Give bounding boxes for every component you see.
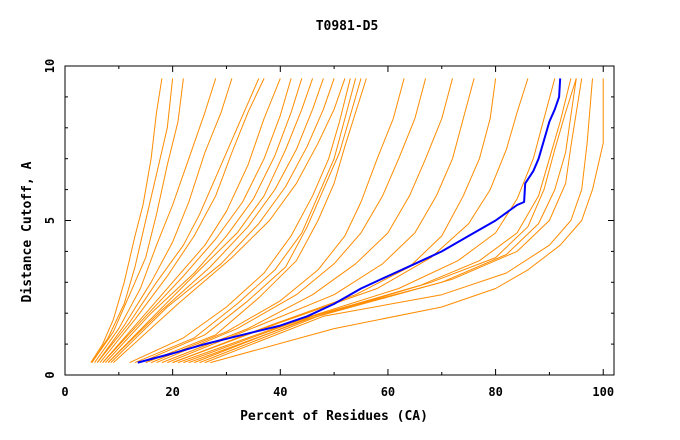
chart-title: T0981-D5 (316, 19, 379, 34)
x-tick-label-40: 40 (273, 385, 287, 399)
x-tick-label-80: 80 (488, 385, 502, 399)
y-tick-label-0: 0 (43, 371, 57, 378)
curve-12 (107, 78, 324, 363)
curve-16 (134, 78, 357, 364)
curve-13 (110, 78, 335, 363)
curve-28 (194, 78, 577, 364)
curve-5 (96, 78, 233, 363)
curve-8 (102, 78, 281, 363)
curve-18 (145, 78, 367, 364)
curve-4 (94, 78, 217, 363)
x-axis-label: Percent of Residues (CA) (240, 409, 428, 424)
curve-30 (204, 78, 593, 364)
curve-11 (107, 78, 314, 363)
x-tick-label-0: 0 (61, 385, 68, 399)
highlight-curve (137, 78, 562, 364)
curve-10 (105, 78, 303, 363)
curve-26 (183, 78, 572, 364)
curve-25 (177, 78, 556, 364)
highlight-layer (137, 78, 562, 364)
curve-20 (156, 78, 427, 364)
curve-14 (113, 78, 346, 363)
plot-frame (64, 65, 615, 376)
curve-6 (96, 78, 260, 363)
ticks-layer: 0 20 40 60 80 100 0 5 10 (43, 59, 614, 399)
curve-17 (140, 78, 362, 364)
x-tick-label-60: 60 (381, 385, 395, 399)
curve-21 (161, 78, 453, 364)
curve-29 (199, 78, 583, 364)
x-tick-label-100: 100 (592, 385, 614, 399)
curves-layer (90, 78, 604, 364)
curve-2 (91, 78, 174, 363)
x-tick-label-20: 20 (165, 385, 179, 399)
curve-31 (210, 78, 604, 364)
curve-23 (172, 78, 497, 364)
curve-9 (102, 78, 292, 363)
curve-24 (172, 78, 529, 364)
curve-19 (150, 78, 405, 364)
curve-22 (167, 78, 475, 364)
curve-1 (90, 78, 163, 363)
y-tick-label-10: 10 (43, 59, 57, 73)
y-tick-label-5: 5 (43, 217, 57, 224)
curve-7 (99, 78, 265, 363)
curve-15 (129, 78, 351, 364)
curve-3 (91, 78, 184, 363)
y-axis-label: Distance Cutoff, A (20, 161, 35, 302)
